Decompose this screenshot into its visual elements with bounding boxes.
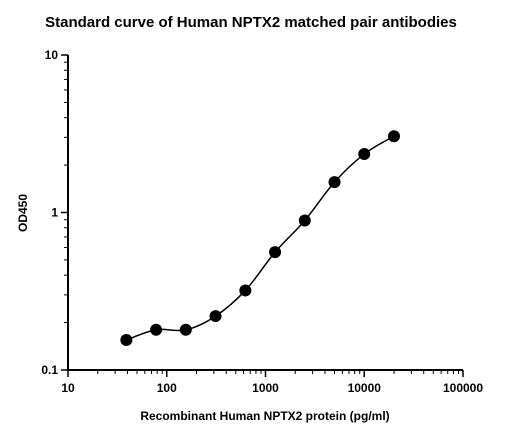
fit-curve-layer <box>126 135 395 341</box>
fit-curve <box>126 135 395 341</box>
y-tick-label: 0.1 <box>41 363 58 377</box>
y-axis-label: OD450 <box>16 194 30 232</box>
y-tick-label: 10 <box>45 48 59 62</box>
data-point <box>298 214 311 227</box>
x-tick-label: 100 <box>157 381 177 395</box>
x-axis-label: Recombinant Human NPTX2 protein (pg/ml) <box>140 409 389 423</box>
data-point <box>120 334 133 347</box>
axes: 10 100 1000 10000 100000 0.1 1 10 <box>41 48 483 395</box>
chart-title: Standard curve of Human NPTX2 matched pa… <box>45 14 457 31</box>
data-point <box>179 323 192 336</box>
x-tick-label: 100000 <box>443 381 483 395</box>
data-point <box>328 176 341 189</box>
data-point <box>269 246 282 259</box>
data-point <box>209 310 222 323</box>
data-point <box>387 130 400 143</box>
x-tick-label: 10 <box>61 381 75 395</box>
x-tick-label: 1000 <box>252 381 279 395</box>
data-point <box>239 284 252 297</box>
x-tick-label: 10000 <box>348 381 382 395</box>
data-point <box>150 323 163 336</box>
data-point <box>358 148 371 161</box>
data-points-layer <box>120 130 400 347</box>
y-tick-label: 1 <box>51 206 58 220</box>
